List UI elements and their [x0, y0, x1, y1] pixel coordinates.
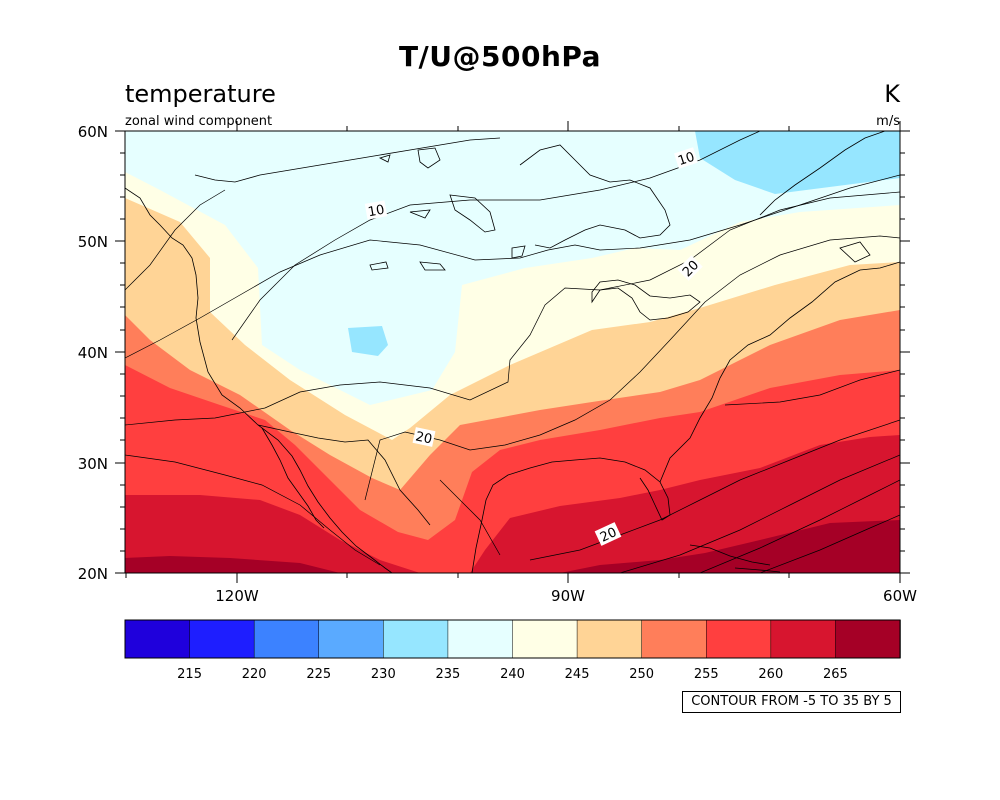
lat-ticks	[115, 130, 910, 574]
colorbar-frame	[124, 619, 901, 659]
contour-15	[125, 174, 900, 359]
contour-20	[125, 191, 900, 426]
lat-label: 20N	[78, 565, 108, 583]
colorbar-label: 240	[500, 667, 525, 682]
caribbean	[689, 544, 781, 573]
lat-label: 60N	[78, 123, 108, 141]
contour-30	[439, 419, 900, 561]
colorbar-box	[253, 619, 320, 659]
left-title: temperature	[125, 80, 276, 108]
band-265-270-east	[560, 520, 900, 573]
contour-east	[724, 369, 900, 406]
colorbar-box	[706, 619, 772, 659]
colorbar-box	[383, 619, 449, 659]
lon-labels: 120W 90W 60W	[215, 587, 917, 605]
contour-35	[619, 454, 900, 573]
labrador	[759, 131, 886, 216]
left-subtitle: zonal wind component	[125, 114, 273, 129]
wind-contours	[125, 131, 900, 573]
colorbar-box	[124, 619, 191, 659]
colorbar-label: 265	[823, 667, 848, 682]
contour-10	[125, 131, 761, 341]
colorbar: 215 220 225 230 235 240 245 250 255 260 265	[124, 619, 901, 682]
islands	[369, 147, 871, 271]
colorbar-box	[189, 619, 255, 659]
lon-label: 90W	[551, 587, 585, 605]
colorbar-box	[641, 619, 708, 659]
colorbar-label: 230	[371, 667, 396, 682]
plot-title: T/U@500hPa	[398, 40, 602, 73]
contour-label-group: 10 10 20 20 20	[364, 147, 703, 546]
gulf-coast	[471, 457, 671, 573]
lat-labels: 60N 50N 40N 30N 20N	[78, 123, 108, 583]
colorbar-label: 255	[694, 667, 719, 682]
right-title: K	[884, 80, 900, 108]
colorbar-box	[770, 619, 837, 659]
colorbar-label: 245	[565, 667, 590, 682]
lon-ticks	[125, 121, 901, 583]
colorbar-label: 225	[306, 667, 331, 682]
lon-label: 120W	[215, 587, 259, 605]
contour-label: 20	[414, 429, 433, 447]
contour-info-box: CONTOUR FROM -5 TO 35 BY 5	[682, 691, 901, 713]
contour-label: 10	[367, 203, 386, 221]
band-230-235	[695, 131, 900, 194]
colorbar-box	[318, 619, 385, 659]
arctic-coast	[194, 137, 501, 183]
atlantic-coast	[659, 261, 900, 483]
lat-label: 30N	[78, 455, 108, 473]
colorbar-box	[447, 619, 514, 659]
lat-label: 50N	[78, 233, 108, 251]
band-260-265	[125, 435, 900, 573]
colorbar-boxes	[124, 619, 901, 659]
colorbar-box	[512, 619, 578, 659]
colorbar-labels: 215 220 225 230 235 240 245 250 255 260 265	[177, 667, 848, 682]
colorbar-box	[835, 619, 901, 659]
colorbar-label: 250	[629, 667, 654, 682]
band-265-270	[125, 556, 340, 573]
lon-label: 60W	[883, 587, 917, 605]
colorbar-label: 220	[242, 667, 267, 682]
right-subtitle: m/s	[876, 114, 900, 129]
colorbar-box	[576, 619, 643, 659]
colorbar-label: 215	[177, 667, 202, 682]
lat-label: 40N	[78, 344, 108, 362]
hudson-bay	[519, 144, 671, 249]
coastlines	[125, 131, 900, 573]
great-lakes	[591, 279, 701, 321]
colorbar-label: 235	[436, 667, 461, 682]
colorbar-label: 260	[758, 667, 783, 682]
band-230-235-small	[348, 326, 388, 356]
contour-label: 20	[598, 525, 619, 546]
us-mexico-border	[257, 424, 431, 526]
temperature-fill	[125, 131, 900, 573]
contour-label: 10	[676, 150, 696, 169]
pacific-coast	[125, 187, 393, 573]
